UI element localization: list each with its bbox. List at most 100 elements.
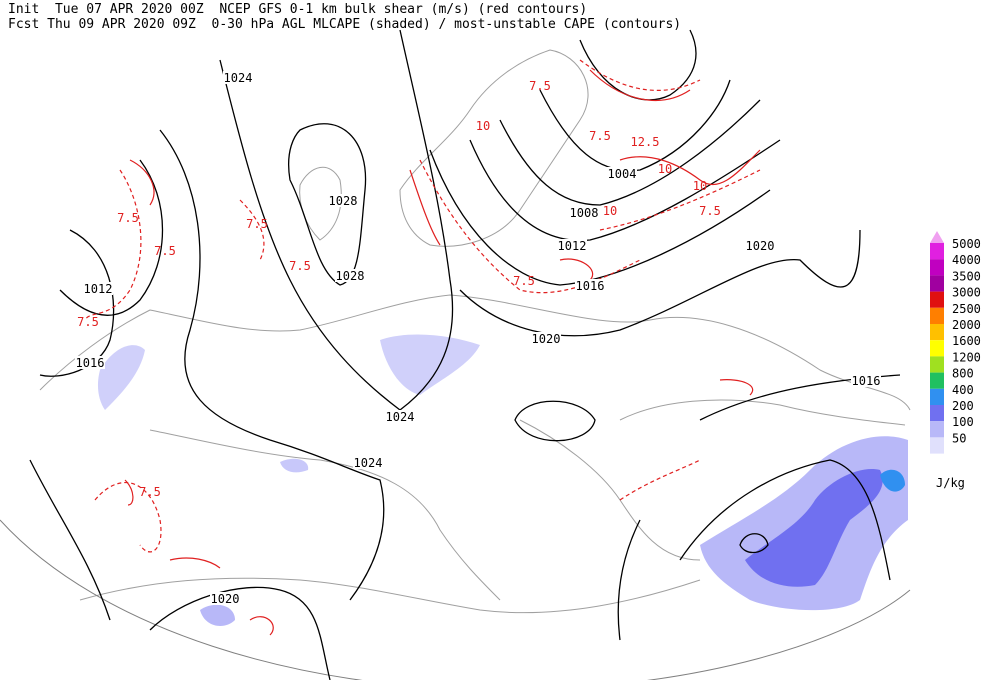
isobar: [579, 29, 697, 101]
legend-label: 4000: [952, 253, 981, 267]
legend-swatch: [930, 275, 944, 292]
legend-swatch: [930, 388, 944, 405]
cape-area: [200, 604, 235, 626]
label-bg: [557, 239, 587, 252]
isobar: [499, 99, 761, 206]
shear-contour: [124, 479, 134, 506]
cape-area: [380, 334, 480, 395]
cape-area: [880, 469, 905, 492]
isobar: [159, 129, 385, 601]
legend-unit: J/kg: [936, 476, 965, 490]
shear-label: 10: [693, 179, 707, 193]
shear-label: 7.5: [77, 315, 99, 329]
isobar-label: 1024: [354, 456, 383, 470]
legend-swatch: [930, 437, 944, 454]
isobar: [679, 459, 891, 581]
isobar-label: 1004: [608, 167, 637, 181]
isobar-label: 1020: [746, 239, 775, 253]
cape-area: [745, 469, 883, 587]
shear-label: 10: [603, 204, 617, 218]
legend-label: 200: [952, 399, 974, 413]
label-bg: [569, 206, 599, 219]
shear-contour: [559, 258, 594, 281]
label-bg: [335, 269, 365, 282]
label-bg: [385, 410, 415, 423]
shear-contour: [239, 199, 265, 261]
shear-contour: [579, 59, 701, 91]
legend: 5000 4000 3500 3000 2500 2000 1600 1200 800 400 20…: [930, 231, 981, 490]
legend-swatch: [930, 259, 944, 276]
legend-label: 2500: [952, 302, 981, 316]
isobar-label: 1016: [852, 374, 881, 388]
isobar: [29, 459, 111, 621]
legend-swatch: [930, 307, 944, 324]
shear-label: 7.5: [589, 129, 611, 143]
coastline: [519, 419, 701, 561]
label-bg: [575, 279, 605, 292]
shear-label: 10: [658, 162, 672, 176]
legend-label: 3500: [952, 269, 981, 283]
shear-label: 10: [476, 119, 490, 133]
label-bg: [745, 239, 775, 252]
coastline: [39, 294, 911, 411]
isobar-label: 1024: [386, 410, 415, 424]
legend-swatch: [930, 421, 944, 438]
isobar: [459, 229, 861, 337]
isobar-label: 1016: [576, 279, 605, 293]
label-bg: [75, 356, 105, 369]
legend-swatch: [930, 243, 944, 260]
shear-label: 7.5: [139, 485, 161, 499]
shear-contour: [129, 159, 155, 206]
legend-label: 5000: [952, 237, 981, 251]
isobar-label: 1028: [329, 194, 358, 208]
label-bg: [607, 167, 637, 180]
isobar-label: 1008: [570, 206, 599, 220]
label-bg: [223, 71, 253, 84]
legend-swatch: [930, 356, 944, 373]
shear-contour: [249, 616, 274, 636]
shear-contour: [409, 169, 441, 246]
legend-label: 400: [952, 383, 974, 397]
legend-arrow: [930, 231, 944, 243]
legend-label: 3000: [952, 286, 981, 300]
label-bg: [210, 592, 240, 605]
coastline: [399, 49, 589, 247]
isobar: [149, 586, 331, 680]
shear-contour: [719, 379, 754, 396]
shear-label: 7.5: [513, 274, 535, 288]
label-bg: [328, 194, 358, 207]
shear-contour: [599, 169, 761, 231]
coastline: [619, 399, 906, 426]
shear-contour: [619, 459, 701, 501]
isobar-label: 1020: [211, 592, 240, 606]
coastline: [149, 429, 501, 601]
isobar: [539, 79, 731, 172]
header-line: Fcst Thu 09 APR 2020 09Z 0-30 hPa AGL ML…: [8, 17, 681, 32]
legend-swatch: [930, 324, 944, 341]
isobar: [219, 29, 454, 411]
shear-contour: [94, 482, 162, 553]
label-bg: [531, 332, 561, 345]
isobar-label: 1012: [558, 239, 587, 253]
isobar: [617, 519, 641, 641]
isobar: [288, 123, 367, 286]
shear-label: 7.5: [529, 79, 551, 93]
isobar: [59, 159, 164, 316]
shear-contour: [419, 159, 641, 294]
header-line: Init Tue 07 APR 2020 00Z NCEP GFS 0-1 km…: [8, 2, 587, 17]
shear-contour: [84, 169, 142, 321]
shear-label: 7.5: [117, 211, 139, 225]
isobar-label: 1024: [224, 71, 253, 85]
isobar-label: 1012: [84, 282, 113, 296]
label-bg: [851, 374, 881, 387]
isobar: [514, 400, 596, 442]
shear-contour: [169, 557, 221, 569]
coastlines: [0, 49, 911, 680]
cape-shading: [97, 334, 908, 626]
legend-label: 2000: [952, 318, 981, 332]
legend-label: 50: [952, 431, 966, 445]
shear-label: 12.5: [631, 135, 660, 149]
shear-label: 7.5: [289, 259, 311, 273]
